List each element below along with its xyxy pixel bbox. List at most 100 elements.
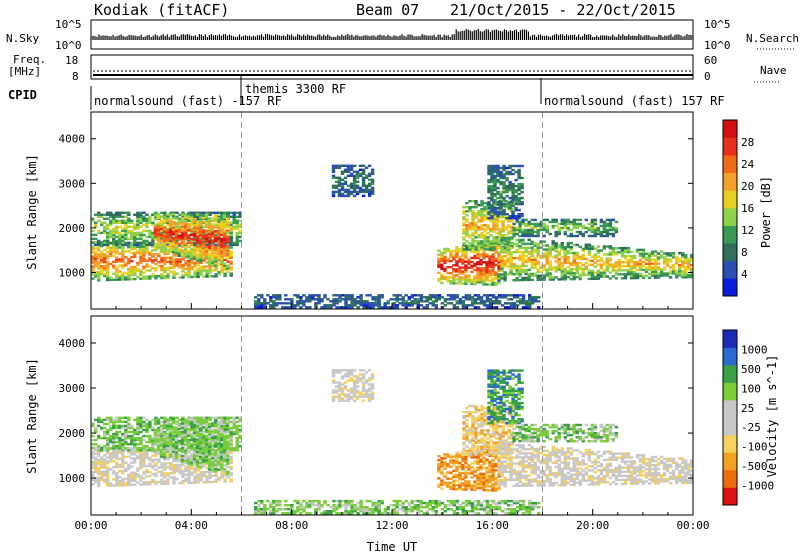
power-cell [491, 294, 496, 297]
velocity-cell [121, 471, 125, 475]
velocity-cell [121, 434, 125, 438]
power-cell [596, 249, 601, 252]
power-cell [599, 275, 604, 278]
nave-tick-top: 60 [704, 54, 717, 67]
velocity-cell [229, 455, 233, 459]
velocity-cell [109, 482, 113, 485]
power-cell [605, 245, 610, 248]
power-cell [148, 215, 152, 218]
power-cell [470, 298, 475, 301]
power-cell [512, 265, 516, 268]
velocity-cell [118, 480, 122, 483]
velocity-cell [202, 473, 206, 476]
velocity-cell [97, 454, 101, 457]
power-cell [527, 242, 531, 245]
y-tick-label: 1000 [59, 266, 86, 279]
power-cell [181, 270, 185, 273]
power-cell [94, 237, 98, 241]
power-cell [467, 298, 472, 301]
power-cell [455, 302, 460, 305]
power-cell [528, 294, 532, 297]
velocity-cell [133, 473, 137, 476]
power-cell [521, 268, 525, 272]
power-cell [130, 229, 134, 233]
power-cell [112, 215, 116, 218]
velocity-cell [112, 484, 116, 487]
power-cell [130, 272, 134, 275]
power-cell [476, 260, 480, 264]
power-cell [109, 246, 113, 249]
power-cell [434, 298, 438, 301]
power-cell [617, 261, 622, 264]
power-cell [495, 228, 499, 231]
power-cell [638, 254, 643, 258]
power-cell [515, 304, 520, 307]
power-cell [130, 247, 134, 251]
power-cell [497, 281, 501, 285]
velocity-cell [214, 462, 218, 465]
power-cell [183, 252, 188, 255]
power-cell [166, 227, 170, 231]
power-cell [174, 251, 179, 255]
power-cell [518, 258, 522, 262]
velocity-cell [166, 454, 170, 457]
colorbar-swatch [723, 155, 737, 174]
power-cell [440, 257, 444, 260]
power-cell [496, 192, 500, 196]
power-cell [629, 260, 634, 264]
power-cell [551, 244, 555, 247]
power-cell [162, 244, 167, 247]
power-cell [198, 248, 203, 251]
power-cell [213, 218, 218, 221]
y-tick-label: 4000 [59, 133, 86, 146]
power-cell [479, 259, 483, 262]
power-cell [464, 280, 468, 283]
power-cell [145, 217, 149, 220]
power-cell [133, 213, 137, 216]
power-cell [187, 265, 191, 269]
date-range: 21/Oct/2015 - 22/Oct/2015 [450, 1, 676, 19]
power-cell [115, 258, 119, 261]
power-cell [407, 296, 411, 299]
power-cell [474, 226, 478, 229]
power-cell [168, 250, 173, 253]
power-cell [653, 276, 658, 279]
velocity-cell [94, 468, 98, 472]
power-cell [171, 226, 176, 230]
power-cell [452, 254, 456, 257]
power-cell [192, 220, 197, 223]
power-cell [520, 184, 524, 188]
power-cell [214, 267, 218, 270]
power-cell [554, 230, 558, 234]
power-cell [130, 259, 134, 263]
velocity-cell [97, 416, 101, 419]
power-cell [581, 234, 585, 238]
power-cell [524, 278, 528, 282]
power-cell [211, 229, 215, 233]
velocity-cell [175, 420, 179, 424]
power-cell [229, 227, 233, 231]
power-cell [671, 256, 676, 259]
power-cell [198, 224, 203, 227]
power-cell [599, 263, 604, 266]
power-cell [602, 230, 607, 234]
velocity-cell [199, 477, 203, 480]
power-cell [172, 262, 176, 265]
power-cell [193, 263, 197, 267]
power-cell [486, 236, 490, 239]
power-cell [201, 253, 206, 256]
power-cell [361, 190, 366, 194]
power-cell [193, 213, 197, 216]
power-cell [106, 250, 110, 254]
power-cell [112, 217, 116, 220]
power-cell [508, 217, 512, 220]
power-cell [500, 259, 504, 262]
power-cell [180, 249, 185, 252]
power-cell [205, 257, 209, 260]
power-cell [473, 264, 477, 268]
power-cell [329, 300, 333, 303]
power-cell [455, 274, 459, 277]
power-cell [497, 302, 502, 305]
power-cell [205, 231, 209, 235]
power-cell [581, 257, 585, 261]
